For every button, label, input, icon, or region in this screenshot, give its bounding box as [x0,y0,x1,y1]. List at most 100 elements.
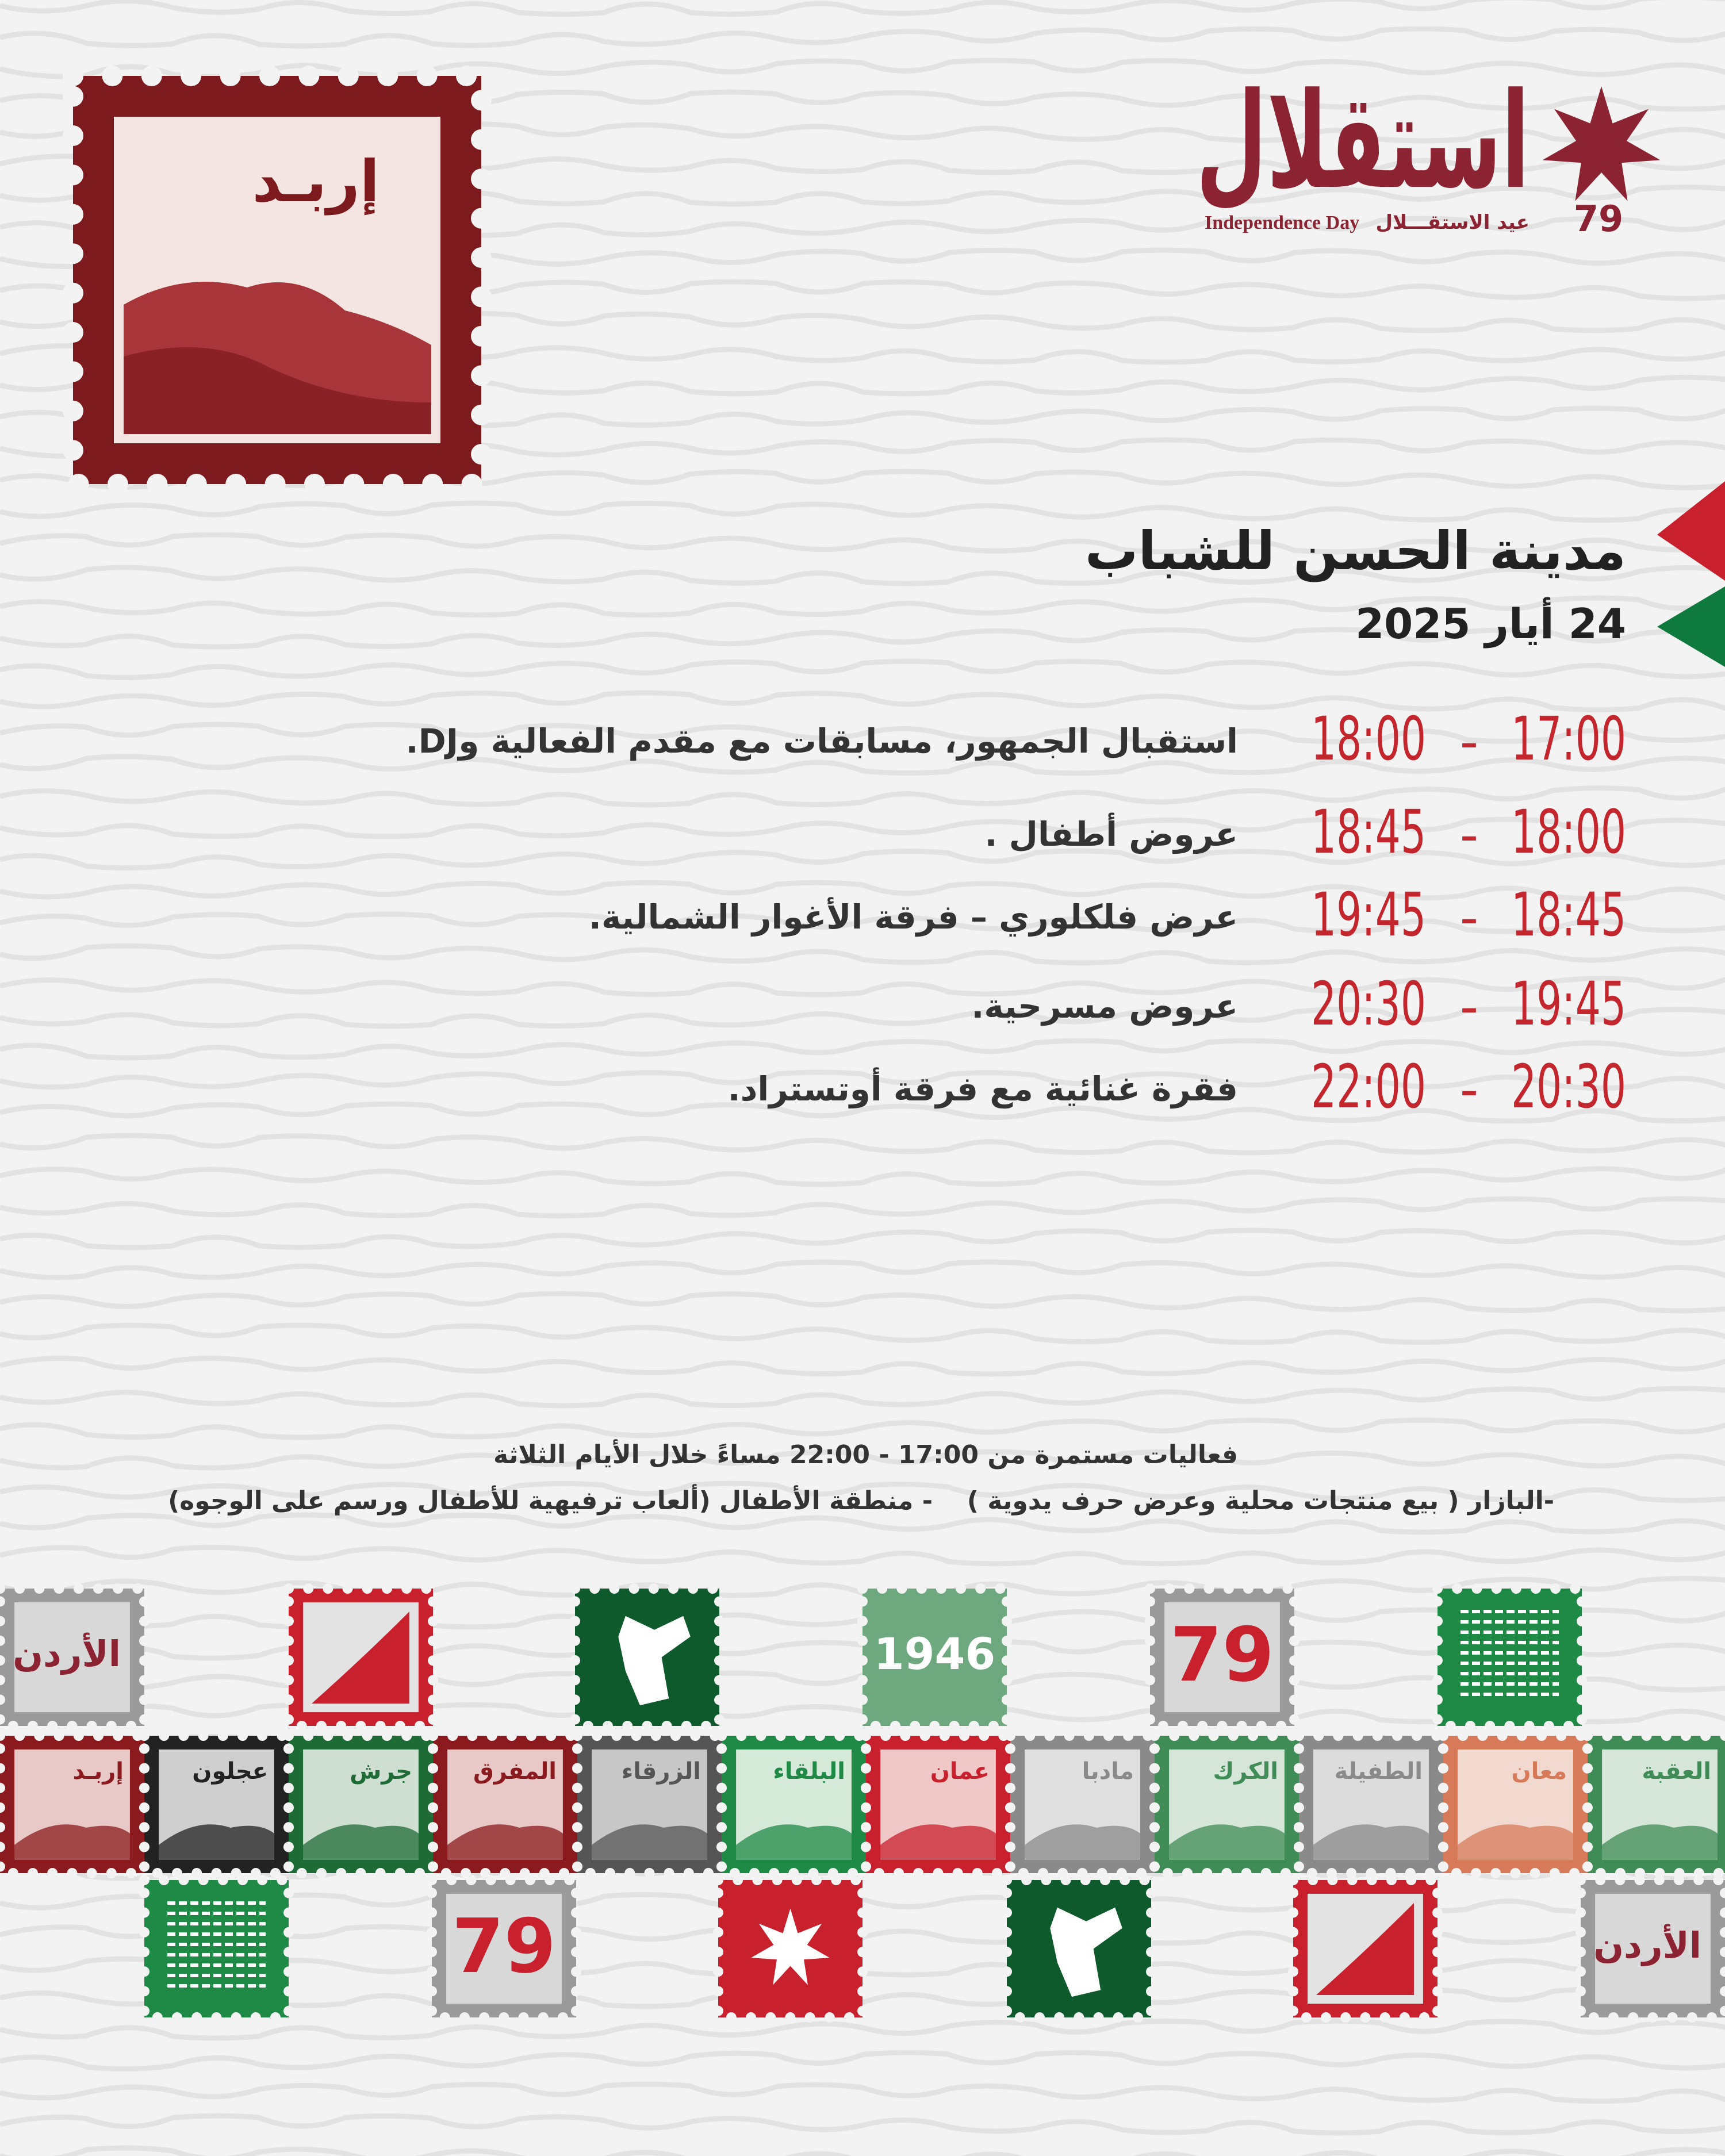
stamp-city: الكرك [1213,1758,1278,1785]
stamp-city: العقبة [1642,1758,1711,1785]
stamp-inner [877,1602,992,1713]
time-separator: - [1460,977,1478,1037]
event-date: 24 أيار 2025 [1355,597,1626,649]
background-wave [0,0,1725,17]
stamp-city: المفرق [473,1758,557,1785]
background-wave [0,57,1725,79]
background-wave [0,532,1725,555]
stamp-perforation [570,1583,724,1731]
background-wave [0,1069,1725,1091]
flag-green-triangle [1657,586,1725,667]
stamp-perforation [1002,1875,1156,2023]
background-wave [0,26,1725,49]
stamp-city: الطفيلة [1335,1758,1423,1785]
background-wave [0,722,1725,745]
stamp-city: جرش [350,1758,412,1785]
stamp-scene [1458,1824,1573,1859]
time-separator: - [1460,805,1478,865]
background-wave [0,816,1725,839]
background-wave [0,848,1725,870]
background-wave [0,1101,1725,1124]
background-wave [0,754,1725,776]
stamp-city: مادبا [1082,1758,1134,1785]
stamp-scarf [312,1612,409,1704]
stamp-country: الأردن [1593,1924,1701,1966]
background-wave [0,500,1725,523]
time-to: 19:45 [1311,880,1426,950]
background-wave [0,2050,1725,2072]
stamp-map [1050,1907,1122,1997]
time-to: 20:30 [1311,969,1426,1039]
background-wave [0,1512,1725,1535]
notes-item: -البازار ( بيع منتجات محلية وعرض حرف يدو… [967,1486,1554,1516]
background-wave [0,943,1725,966]
stamp-inner [446,1893,562,2004]
stamp-perforation [713,1875,868,2023]
stamp-city: عجلون [192,1758,268,1785]
stamp-perforation [1432,1583,1587,1731]
background-wave [0,2145,1725,2156]
activity: استقبال الجمهور، مسابقات مع مقدم الفعالي… [405,722,1238,761]
time-separator: - [1460,712,1478,772]
activity: فقرة غنائية مع فرقة أوتستراد. [728,1067,1238,1109]
background-wave [0,880,1725,902]
background-wave [0,785,1725,808]
activity: عرض فلكلوري – فرقة الأغوار الشمالية. [589,897,1238,937]
background-wave [0,2081,1725,2104]
background-wave [0,1259,1725,1280]
background-wave [0,469,1725,490]
stamp-label: إربـد [252,148,379,216]
stamp-scene [1313,1824,1429,1859]
notes-item: - منطقة الأطفال (ألعاب ترفيهية للأطفال و… [168,1484,933,1516]
background-wave [0,1544,1725,1567]
background-wave [0,1038,1725,1061]
stamp-scene [447,1824,563,1859]
time-from: 18:45 [1511,880,1626,950]
stamp-perforation [1582,1731,1725,1878]
stamp-perforation [139,1875,294,2023]
background-wave [0,1133,1725,1156]
stamp-perforation [427,1875,581,2023]
stamp-inner [14,1602,130,1713]
time-separator: - [1460,888,1478,948]
time-separator: - [1460,1060,1478,1120]
background-wave [0,1417,1725,1440]
background-wave [0,1006,1725,1029]
logo-tagline-en: Independence Day [1205,212,1359,233]
background-wave [0,565,1725,586]
time-from: 18:00 [1511,797,1626,867]
stamp-perforation [1288,1875,1443,2023]
stamp-number: 79 [1170,1611,1274,1698]
background-wave [0,1449,1725,1471]
background-wave [0,595,1725,618]
background-wave [0,911,1725,934]
stamp-map [618,1616,691,1706]
time-to: 22:00 [1311,1052,1426,1122]
stamp-scarf [1316,1903,1414,1995]
background-wave [0,1956,1725,1978]
background-wave [0,1196,1725,1219]
activity: عروض أطفال . [984,812,1238,854]
stamp-perforation [283,1583,438,1731]
venue-title: مدينة الحسن للشباب [1085,520,1626,582]
logo-wordmark: استقلال [1196,65,1529,218]
stamp-inner [1164,1602,1280,1713]
time-from: 17:00 [1511,704,1626,774]
background-wave [0,1227,1725,1250]
stamp-country: الأردن [13,1632,121,1675]
background-wave [0,1386,1725,1409]
time-to: 18:45 [1311,797,1426,867]
stamp-city: معان [1511,1758,1567,1785]
stamp-perforation [857,1583,1012,1731]
activity: عروض مسرحية. [971,987,1238,1026]
logo-star [1542,86,1661,201]
time-to: 18:00 [1311,704,1426,774]
stamp-city: عمان [930,1758,990,1785]
stamp-scene [1025,1824,1140,1859]
stamp-scene [303,1824,419,1859]
background-wave [0,1356,1725,1377]
background-wave [0,1892,1725,1915]
background-wave [0,627,1725,650]
notes-hours: فعاليات مستمرة من 17:00 - 22:00 مساءً خل… [493,1439,1238,1470]
